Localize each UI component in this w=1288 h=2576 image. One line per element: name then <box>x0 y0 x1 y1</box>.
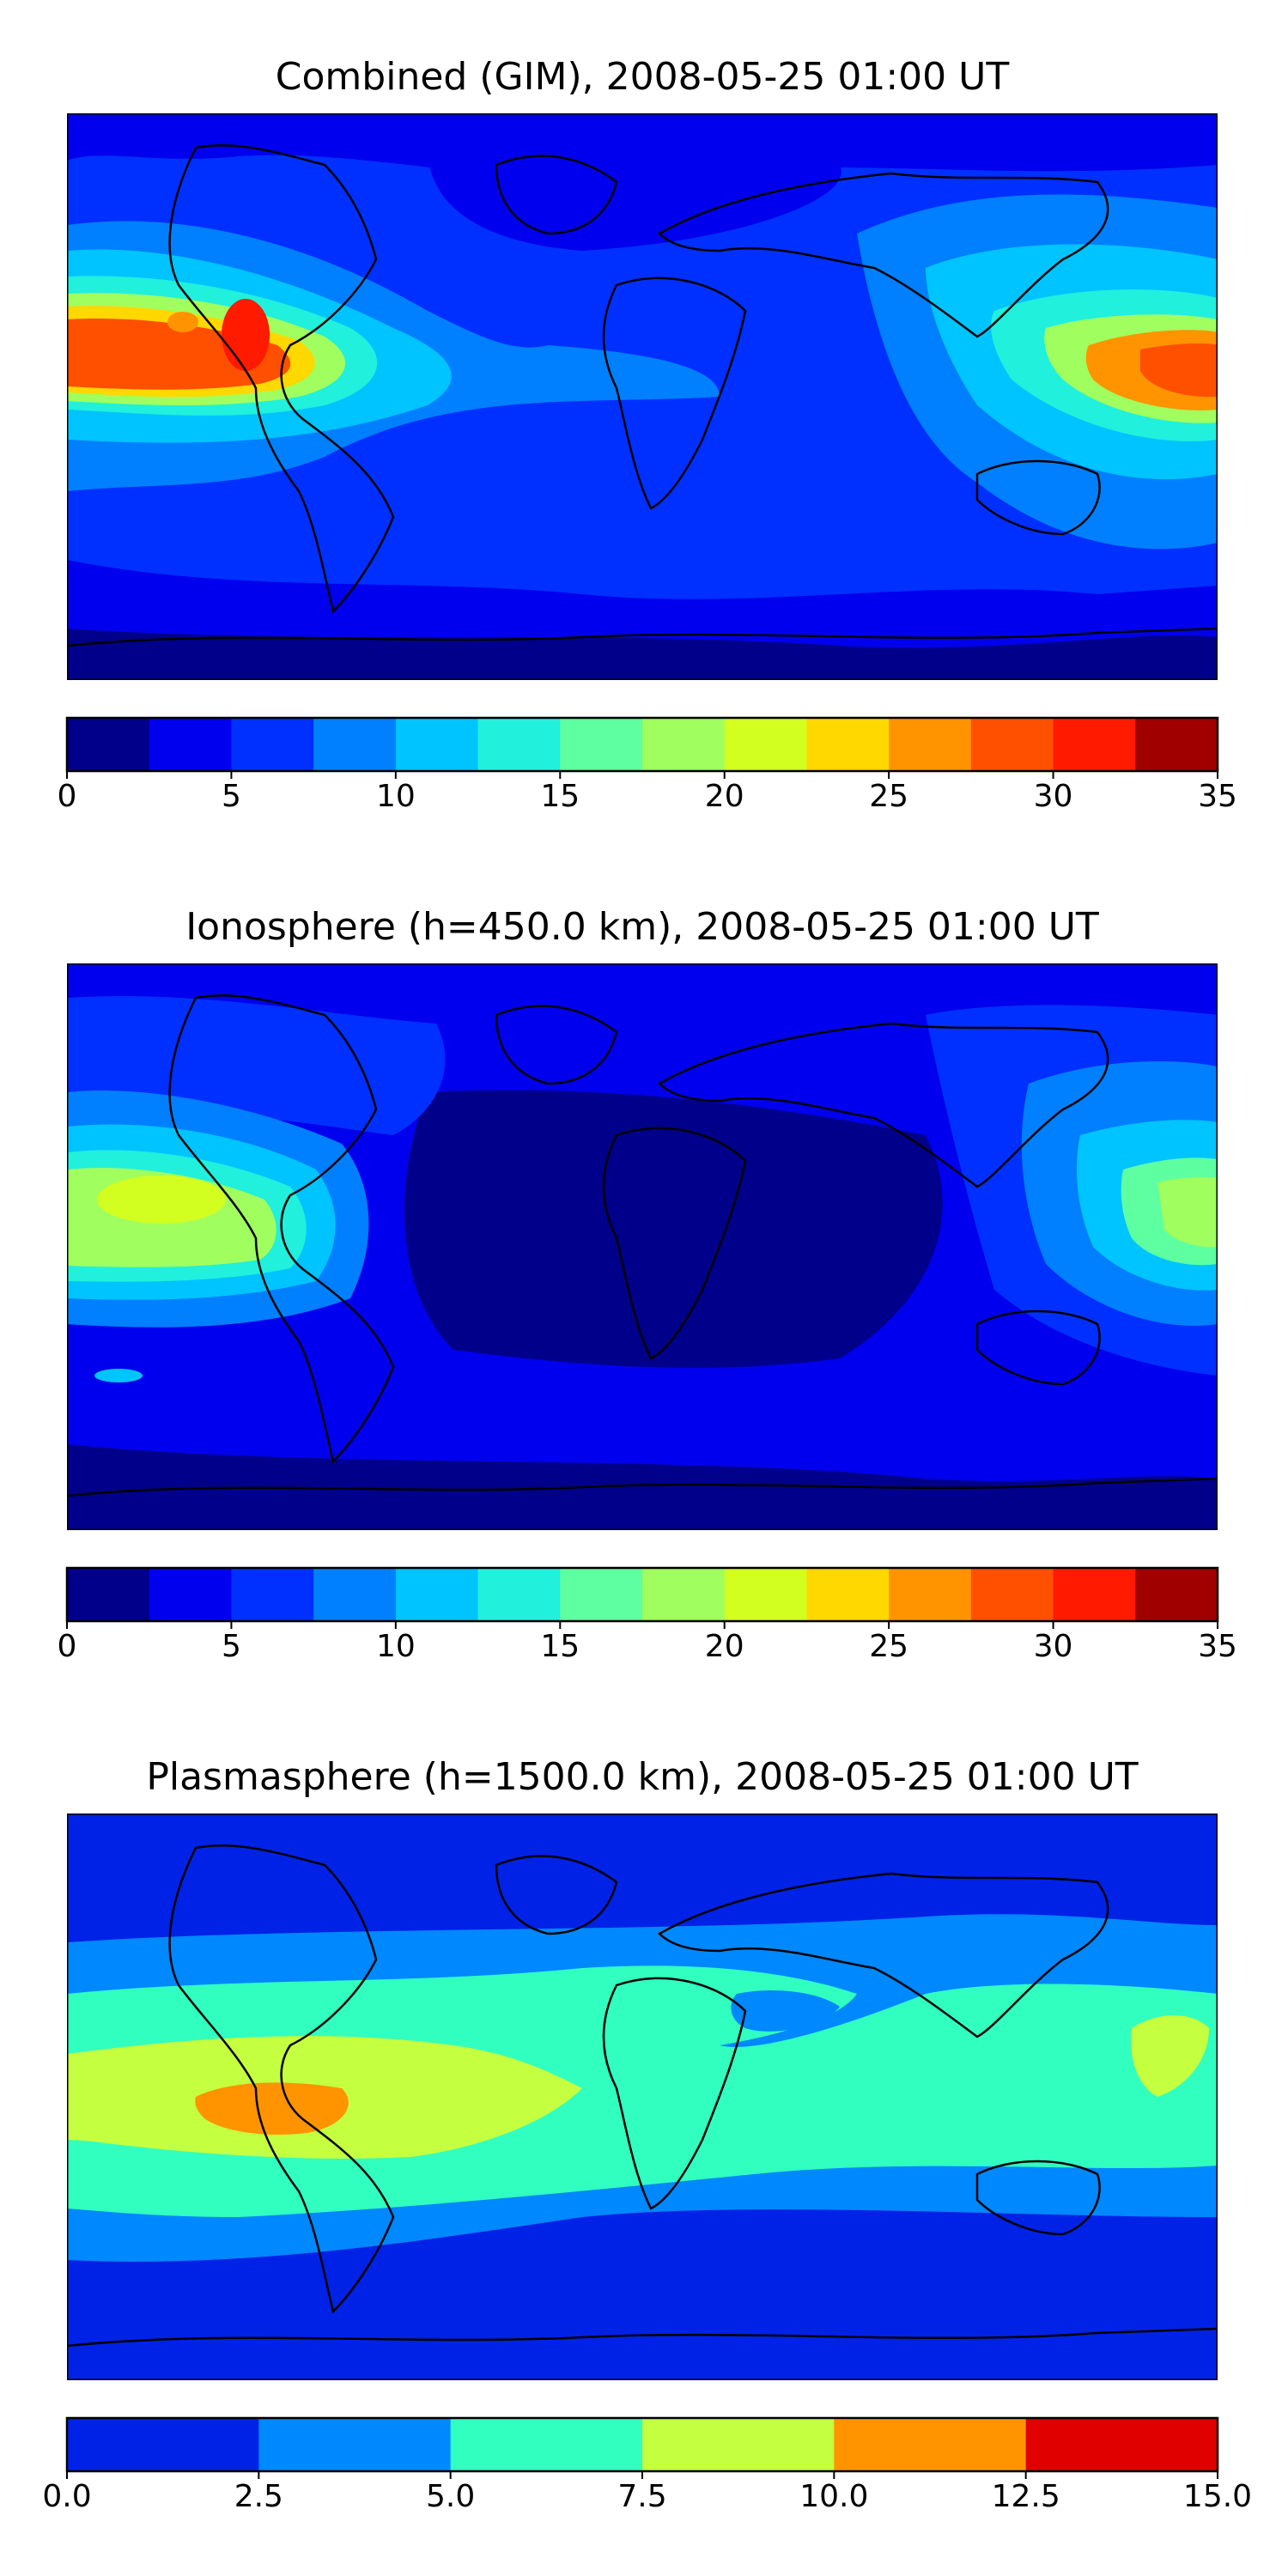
colorbar-segment <box>231 718 314 771</box>
colorbar-segment <box>1135 1568 1218 1621</box>
colorbar-tick-label: 15 <box>540 1629 580 1664</box>
colorbar <box>65 1566 1219 1629</box>
colorbar-tick-label: 5.0 <box>426 2479 476 2514</box>
colorbar-tick-label: 20 <box>704 779 744 814</box>
coastlines <box>67 994 1218 1498</box>
colorbar-segment <box>1135 718 1218 771</box>
colorbar-tick-label: 15 <box>540 779 580 814</box>
colorbar-tick-label: 12.5 <box>991 2479 1060 2514</box>
colorbar-segment <box>395 1568 479 1621</box>
colorbar-segment <box>450 2418 643 2471</box>
colorbar-segment <box>149 1568 232 1621</box>
colorbar-segment <box>970 1568 1054 1621</box>
colorbar-tick-label: 25 <box>869 1629 909 1664</box>
colorbar-tick-label: 25 <box>869 779 909 814</box>
colorbar-tick-label: 10 <box>375 779 416 814</box>
coastlines <box>67 144 1218 647</box>
colorbar-segment <box>67 1568 150 1621</box>
colorbar-tick-label: 15.0 <box>1182 2479 1253 2514</box>
colorbar-tick-label: 30 <box>1033 1629 1073 1664</box>
colorbar-tick-label: 5 <box>221 779 241 814</box>
colorbar-segment <box>642 1568 726 1621</box>
colorbar-segment <box>313 718 397 771</box>
colorbar-tick-label: 35 <box>1198 779 1237 814</box>
colorbar-segment <box>1053 718 1136 771</box>
colorbar-tick-label: 7.5 <box>617 2479 667 2514</box>
colorbar-tick-label: 2.5 <box>234 2479 283 2514</box>
panel-title: Plasmasphere (h=1500.0 km), 2008-05-25 0… <box>146 1755 1139 1799</box>
colorbar-tick-label: 20 <box>704 1629 744 1664</box>
colorbar-segment <box>67 718 150 771</box>
colorbar-segment <box>560 718 643 771</box>
panel-title: Ionosphere (h=450.0 km), 2008-05-25 01:0… <box>185 905 1099 949</box>
tec-map <box>67 1814 1218 2380</box>
colorbar-segment <box>560 1568 643 1621</box>
colorbar-segment <box>970 718 1054 771</box>
colorbar-tick-label: 0 <box>57 779 77 814</box>
colorbar-segment <box>1025 2418 1218 2471</box>
colorbar-segment <box>258 2418 452 2471</box>
colorbar-tick-label: 10.0 <box>799 2479 869 2514</box>
tec-map <box>67 963 1218 1530</box>
colorbar-segment <box>642 718 726 771</box>
colorbar-segment <box>231 1568 314 1621</box>
colorbar-segment <box>724 718 807 771</box>
colorbar-tick-label: 0.0 <box>42 2479 92 2514</box>
colorbar-tick-label: 35 <box>1198 1629 1237 1664</box>
colorbar-tick-label: 10 <box>375 1629 416 1664</box>
colorbar-tick-label: 0 <box>57 1629 77 1664</box>
colorbar-segment <box>806 718 890 771</box>
tec-map <box>67 113 1218 680</box>
colorbar-segment <box>395 718 479 771</box>
colorbar-tick-label: 30 <box>1033 779 1073 814</box>
colorbar-segment <box>834 2418 1027 2471</box>
colorbar-segment <box>724 1568 807 1621</box>
colorbar-segment <box>477 718 561 771</box>
colorbar-segment <box>67 2418 259 2471</box>
colorbar-segment <box>642 2418 835 2471</box>
panel-title: Combined (GIM), 2008-05-25 01:00 UT <box>275 55 1010 99</box>
colorbar <box>65 2416 1219 2479</box>
colorbar <box>65 716 1219 779</box>
coastlines <box>67 1844 1218 2348</box>
colorbar-segment <box>313 1568 397 1621</box>
colorbar-segment <box>889 1568 972 1621</box>
colorbar-segment <box>806 1568 890 1621</box>
colorbar-tick-label: 5 <box>221 1629 241 1664</box>
colorbar-segment <box>149 718 232 771</box>
colorbar-segment <box>889 718 972 771</box>
colorbar-segment <box>1053 1568 1136 1621</box>
colorbar-segment <box>477 1568 561 1621</box>
